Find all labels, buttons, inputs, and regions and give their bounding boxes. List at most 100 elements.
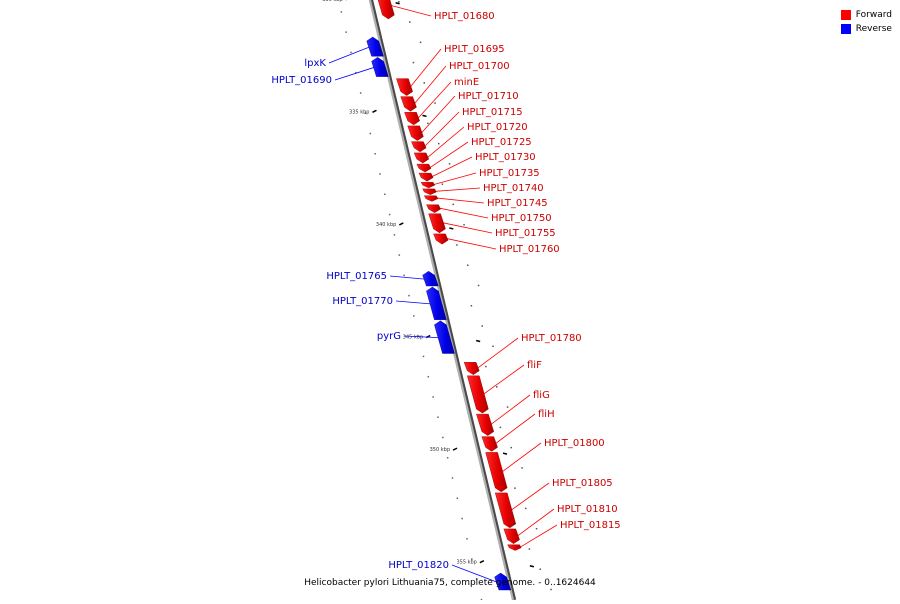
gene-arrow[interactable] (422, 270, 439, 287)
gene-arrow[interactable] (433, 233, 449, 245)
gene-arrow[interactable] (413, 152, 430, 164)
gene-label[interactable]: HPLT_01695 (444, 44, 505, 55)
gene-label[interactable]: HPLT_01805 (552, 478, 613, 489)
gene-label[interactable]: HPLT_01745 (487, 198, 548, 209)
background-dot (434, 102, 436, 104)
gene-label[interactable]: HPLT_01730 (475, 152, 536, 163)
axis-tick-right (449, 227, 454, 230)
background-dot (437, 416, 439, 418)
background-dot (470, 305, 473, 307)
background-dot (369, 132, 372, 135)
gene-label[interactable]: HPLT_01725 (471, 137, 532, 148)
gene-arrow[interactable] (507, 544, 522, 551)
gene-arrow[interactable] (416, 163, 432, 173)
background-dot (412, 61, 415, 64)
background-dot (471, 558, 473, 560)
gene-label[interactable]: HPLT_01765 (326, 271, 387, 282)
gene-label[interactable]: lpxK (304, 58, 326, 69)
axis-tick-label: 330 kbp (322, 0, 342, 3)
gene-arrow[interactable] (371, 57, 389, 77)
gene-label[interactable]: HPLT_01740 (483, 183, 544, 194)
background-dot (408, 294, 410, 297)
background-dot (499, 426, 502, 429)
background-dot (427, 122, 429, 125)
gene-label[interactable]: HPLT_01820 (388, 560, 449, 571)
gene-arrow[interactable] (426, 286, 447, 320)
background-dot (514, 487, 516, 489)
reverse-swatch (840, 24, 851, 34)
background-dot (398, 1, 400, 3)
gene-label[interactable]: fliH (538, 409, 555, 420)
gene-label[interactable]: HPLT_01700 (449, 61, 510, 72)
axis-tick-right (395, 2, 400, 5)
gene-arrow[interactable] (423, 195, 439, 202)
gene-leader-line (391, 5, 432, 17)
gene-label[interactable]: HPLT_01810 (557, 504, 618, 515)
gene-label[interactable]: HPLT_01690 (271, 75, 332, 86)
gene-label[interactable]: HPLT_01720 (467, 122, 528, 133)
gene-arrow[interactable] (485, 452, 508, 493)
gene-label[interactable]: HPLT_01760 (499, 244, 560, 255)
gene-arrow[interactable] (428, 213, 446, 234)
gene-label[interactable]: fliF (527, 360, 542, 371)
background-dot (384, 193, 386, 196)
gene-arrow[interactable] (400, 96, 417, 112)
gene-label[interactable]: minE (454, 77, 479, 88)
gene-arrow[interactable] (411, 141, 427, 153)
gene-arrow[interactable] (404, 112, 420, 126)
gene-label[interactable]: HPLT_01755 (495, 228, 556, 239)
axis-tick-right (475, 339, 481, 343)
gene-leader-line (395, 300, 431, 305)
gene-label[interactable]: pyrG (377, 331, 401, 342)
gene-label[interactable]: HPLT_01735 (479, 168, 540, 179)
gene-leader-line (502, 442, 542, 472)
background-dot (350, 51, 352, 54)
gene-label[interactable]: HPLT_01770 (332, 296, 393, 307)
gene-arrow[interactable] (426, 204, 441, 213)
gene-arrow[interactable] (476, 413, 495, 436)
gene-label[interactable]: HPLT_01710 (458, 91, 519, 102)
background-dot (441, 183, 444, 185)
gene-label[interactable]: HPLT_01780 (521, 333, 582, 344)
gene-arrow[interactable] (422, 188, 437, 195)
gene-arrow[interactable] (376, 0, 395, 20)
axis-tick-label: 340 kbp (376, 222, 396, 228)
background-dot (524, 507, 527, 510)
gene-label[interactable]: HPLT_01715 (462, 107, 523, 118)
gene-label[interactable]: HPLT_01815 (560, 520, 621, 531)
gene-leader-line (495, 413, 536, 444)
gene-arrow[interactable] (467, 375, 489, 414)
background-dot (466, 264, 469, 266)
gene-leader-line (439, 207, 489, 219)
legend-reverse-label: Reverse (855, 24, 892, 34)
axis-line (368, 0, 515, 601)
gene-leader-line (437, 197, 485, 204)
gene-arrow[interactable] (494, 572, 512, 591)
gene-label[interactable]: HPLT_01680 (434, 11, 495, 22)
gene-arrow[interactable] (481, 436, 498, 452)
background-dot (448, 163, 451, 165)
gene-arrow[interactable] (494, 492, 517, 529)
gene-arrow[interactable] (434, 320, 455, 354)
gene-arrow[interactable] (396, 78, 413, 96)
gene-arrow[interactable] (407, 125, 424, 141)
gene-leader-line (442, 222, 493, 234)
background-dot (461, 517, 463, 520)
background-dot (451, 477, 454, 479)
background-dot (481, 325, 483, 327)
gene-arrow[interactable] (463, 362, 480, 376)
gene-label[interactable]: fliG (533, 390, 550, 401)
gene-arrow[interactable] (418, 172, 434, 182)
gene-arrow[interactable] (366, 36, 384, 57)
gene-label[interactable]: HPLT_01800 (544, 438, 605, 449)
background-dot (408, 21, 411, 23)
genome-axis: 330 kbp 335 kbp 340 kbp 345 kbp 350 kbp 355 k… (322, 0, 535, 601)
gene-arrow[interactable] (420, 181, 435, 189)
gene-leader-line (433, 172, 477, 185)
background-dot (528, 548, 531, 550)
label-leaders (328, 5, 558, 583)
background-dot (437, 142, 440, 145)
gene-arrow[interactable] (503, 528, 520, 544)
gene-leader-line (451, 564, 497, 583)
gene-label[interactable]: HPLT_01750 (491, 213, 552, 224)
